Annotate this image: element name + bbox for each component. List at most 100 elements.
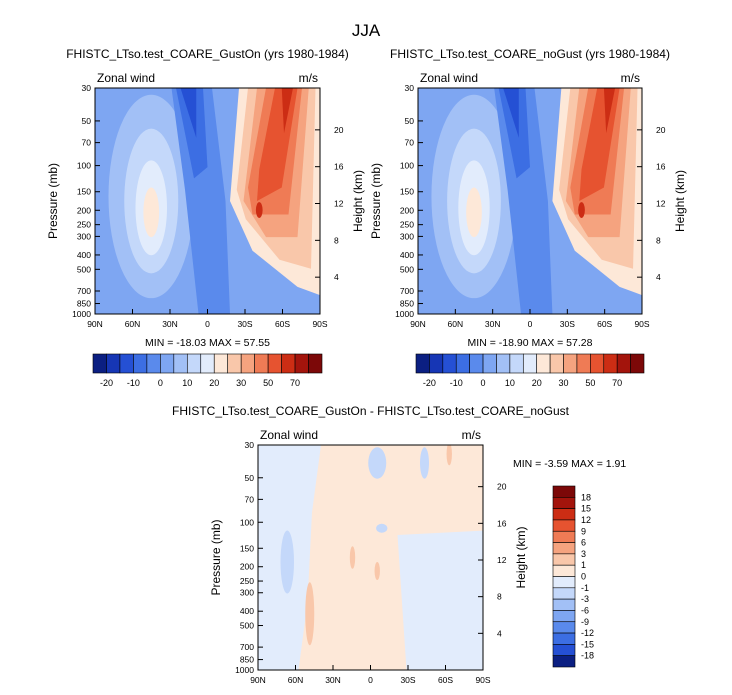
chart-1-colorbar-label: -10 [450,378,463,388]
chart-2-y2label: Height (km) [514,526,528,588]
chart-1-xtick-label: 60S [597,319,612,329]
chart-0-ytick-label: 250 [77,220,91,230]
chart-0-colorbar-label: -10 [127,378,140,388]
chart-0-colorbar-swatch [146,353,161,374]
chart-1-ytick-label: 30 [405,83,415,93]
chart-1-ytick-label: 400 [400,250,414,260]
chart-1-colorbar-swatch [455,353,470,374]
chart-1-y2tick-label: 16 [656,162,666,172]
chart-0-colorbar-label: -20 [100,378,113,388]
chart-0-xtick-label: 90N [87,319,103,329]
chart-1-colorbar-label: 30 [559,378,569,388]
chart-2-colorbar-label: -12 [581,628,594,638]
chart-2-colorbar-label: 3 [581,549,586,559]
chart-1-colorbar-swatch [429,353,444,374]
chart-1-colorbar-swatch [536,353,551,374]
chart-0-y2tick-label: 16 [334,162,344,172]
chart-0-colorbar-swatch [227,353,242,374]
chart-1-units-label: m/s [621,71,640,85]
chart-0-colorbar-swatch [267,353,282,374]
chart-2-colorbar-label: 9 [581,526,586,536]
chart-1-field [418,88,642,314]
chart-0-ytick-label: 700 [77,286,91,296]
chart-1-colorbar-swatch [576,353,591,374]
chart-0-xtick-label: 0 [205,319,210,329]
chart-1-ytick-label: 150 [400,187,414,197]
chart-0-ytick-label: 200 [77,205,91,215]
chart-0-ytick-label: 400 [77,250,91,260]
chart-0-y2tick-label: 8 [334,235,339,245]
chart-1-xtick-label: 90N [410,319,426,329]
chart-0-units-label: m/s [299,71,318,85]
chart-2-y2tick-label: 12 [497,555,507,565]
chart-1-ytick-label: 250 [400,220,414,230]
chart-2-colorbar-swatch [552,644,576,656]
chart-2-colorbar-label: 0 [581,572,586,582]
chart-2-title: FHISTC_LTso.test_COARE_GustOn - FHISTC_L… [172,404,570,418]
chart-1-xtick-label: 0 [528,319,533,329]
chart-2-axes: FHISTC_LTso.test_COARE_GustOn - FHISTC_L… [172,404,570,685]
chart-2-xtick-label: 60N [288,675,304,685]
chart-1-colorbar-label: 10 [505,378,515,388]
chart-0-ytick-label: 30 [82,83,92,93]
chart-1-colorbar-swatch [442,353,457,374]
chart-2-colorbar-swatch [552,598,576,611]
chart-0-ytick-label: 70 [82,138,92,148]
chart-0-colorbar-swatch [294,353,309,374]
chart-1-colorbar-swatch [563,353,578,374]
chart-2-colorbar-swatch [552,621,576,634]
chart-1-variable-label: Zonal wind [420,71,478,85]
chart-0-colorbar-label: 10 [182,378,192,388]
chart-2-y2tick-label: 8 [497,592,502,602]
chart-0-ylabel: Pressure (mb) [46,163,60,239]
chart-0-colorbar-swatch [240,353,255,374]
chart-2-colorbar-label: 6 [581,538,586,548]
chart-0-colorbar-label: 30 [236,378,246,388]
chart-1-title: FHISTC_LTso.test_COARE_noGust (yrs 1980-… [390,47,670,61]
chart-1-stats: MIN = -18.90 MAX = 57.28 [468,337,593,349]
chart-1-colorbar-label: 50 [585,378,595,388]
chart-1-ylabel: Pressure (mb) [369,163,383,239]
chart-1-y2tick-label: 12 [656,199,666,209]
chart-2-colorbar-swatch [552,564,576,577]
chart-0-colorbar-swatch [200,353,215,374]
chart-1-ytick-label: 200 [400,205,414,215]
chart-0-colorbar-swatch [173,353,188,374]
chart-1-colorbar-swatch [469,353,484,374]
chart-1-xtick-label: 30S [560,319,575,329]
chart-0-colorbar-swatch [119,353,134,374]
chart-0-xtick-label: 60S [275,319,290,329]
chart-0-ytick-label: 100 [77,161,91,171]
chart-2-colorbar-swatch [552,519,576,532]
chart-0-field [95,88,320,314]
chart-2-colorbar-label: -15 [581,639,594,649]
chart-2-ytick-label: 300 [240,588,254,598]
chart-2-colorbar-label: -18 [581,651,594,661]
chart-2-colorbar-label: -9 [581,617,589,627]
chart-0-y2tick-label: 20 [334,125,344,135]
chart-0-colorbar-swatch [133,353,148,374]
chart-2-colorbar-swatch [552,485,576,498]
chart-2-colorbar-label: -6 [581,605,589,615]
chart-2-ytick-label: 500 [240,621,254,631]
chart-1-colorbar-swatch [549,353,564,374]
chart-2-colorbar-swatch [552,587,576,600]
chart-0-colorbar-swatch [308,353,323,374]
chart-0-colorbar-label: 0 [158,378,163,388]
figure-title: JJA [352,21,381,40]
chart-1-colorbar-swatch [603,353,618,374]
chart-2-y2tick-label: 4 [497,628,502,638]
chart-1-y2label: Height (km) [673,170,687,232]
chart-2-y2tick-label: 20 [497,482,507,492]
chart-1-xtick-label: 30N [485,319,501,329]
chart-2-ytick-label: 400 [240,606,254,616]
chart-2-ytick-label: 70 [245,494,255,504]
chart-0-y2tick-label: 4 [334,272,339,282]
chart-2-colorbar-label: 15 [581,504,591,514]
chart-1-ytick-label: 1000 [395,309,414,319]
chart-2-xtick-label: 90N [250,675,266,685]
chart-1-xtick-label: 90S [634,319,649,329]
chart-2-colorbar-swatch [552,576,576,589]
chart-1-ytick-label: 100 [400,161,414,171]
chart-0-y2label: Height (km) [351,170,365,232]
